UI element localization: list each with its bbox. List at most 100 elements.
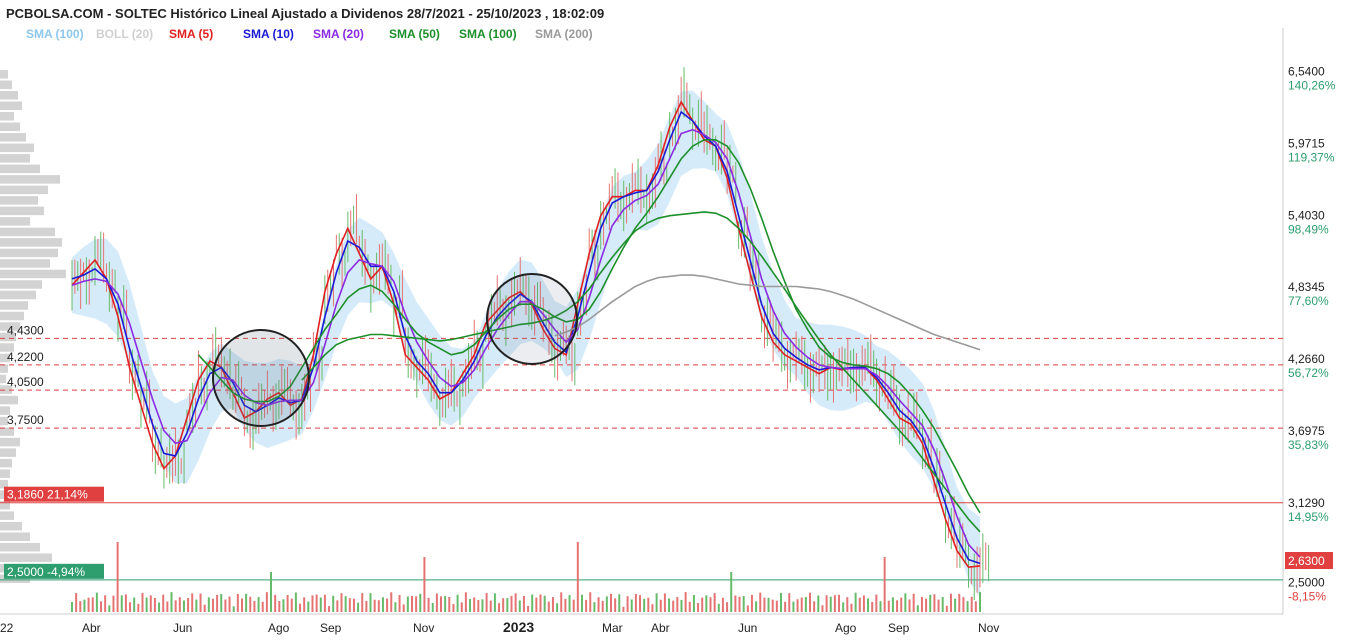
volume-profile-bar xyxy=(0,80,12,90)
volume-profile-bar xyxy=(0,175,60,184)
volume-profile-bar xyxy=(0,332,16,342)
chart-legend: SMA (100) BOLL (20) SMA (5) SMA (10) SMA (20… xyxy=(26,27,593,41)
volume-profile-bar xyxy=(0,406,10,415)
y-tick-pct: -8,15% xyxy=(1288,589,1326,603)
bollinger-band xyxy=(72,90,980,598)
level-label: 3,7500 xyxy=(7,413,44,427)
y-tick-value: 5,9715 xyxy=(1288,136,1325,150)
x-tick-label: 2023 xyxy=(503,619,534,635)
price-levels: 4,4300 4,2200 4,0500 3,7500 3,1860 21,14% 2,5… xyxy=(0,323,1283,581)
level-label: 2,5000 -4,94% xyxy=(7,565,85,579)
volume-profile-bar xyxy=(0,259,50,268)
x-tick-label: Sep xyxy=(320,621,342,635)
volume-profile-bar xyxy=(0,511,14,520)
x-tick-label: Abr xyxy=(82,621,101,635)
x-tick-label: Ago xyxy=(835,621,857,635)
series-line-sma50 xyxy=(197,139,981,514)
legend-item[interactable]: SMA (5) xyxy=(169,27,213,41)
volume-profile-bar xyxy=(0,112,14,121)
volume-profile-bar xyxy=(0,269,66,279)
series-line-sma200 xyxy=(554,274,981,351)
level-label-box xyxy=(4,486,104,502)
volume-profile-bar xyxy=(0,101,22,111)
volume-profile-bar xyxy=(0,448,16,457)
y-tick-value: 6,5400 xyxy=(1288,65,1325,79)
legend-item[interactable]: SMA (200) xyxy=(535,27,593,41)
y-tick-value: 2,5000 xyxy=(1288,575,1325,589)
level-label-box xyxy=(4,563,104,579)
volume-profile-bar xyxy=(0,364,8,373)
x-tick-label: Ago xyxy=(268,621,290,635)
pattern-highlight-circle xyxy=(486,273,578,365)
volume-profile-bar xyxy=(0,521,22,531)
volume-profile-bar xyxy=(0,196,38,205)
volume-profile-bar xyxy=(0,458,12,468)
y-tick-pct: 35,83% xyxy=(1288,438,1329,452)
last-price-tag: 2,6300 xyxy=(1285,552,1333,569)
volume-profile xyxy=(0,70,66,583)
y-tick-pct: 56,72% xyxy=(1288,366,1329,380)
legend-item[interactable]: SMA (10) xyxy=(243,27,294,41)
volume-profile-bar xyxy=(0,322,20,331)
volume-profile-bar xyxy=(0,122,20,132)
volume-profile-bar xyxy=(0,227,55,237)
y-tick-value: 5,4030 xyxy=(1288,208,1325,222)
x-tick-label: Abr xyxy=(651,621,670,635)
series-line-sma20 xyxy=(71,128,981,558)
legend-item[interactable]: BOLL (20) xyxy=(96,27,153,41)
volume-profile-bar xyxy=(0,469,10,478)
level-label: 3,1860 21,14% xyxy=(7,488,88,502)
y-tick-value: 3,1290 xyxy=(1288,496,1325,510)
volume-profile-bar xyxy=(0,532,30,541)
x-tick-label: Sep xyxy=(888,621,910,635)
legend-item[interactable]: SMA (50) xyxy=(389,27,440,41)
y-tick-value: 3,6975 xyxy=(1288,424,1325,438)
x-tick-label: Jun xyxy=(173,621,192,635)
volume-profile-bar xyxy=(0,206,44,216)
volume-profile-bar xyxy=(0,490,6,499)
volume-profile-bar xyxy=(0,143,34,153)
volume-profile-bar xyxy=(0,185,48,195)
level-label: 4,2200 xyxy=(7,350,44,364)
volume-profile-bar xyxy=(0,164,40,174)
last-price-box xyxy=(1285,552,1333,569)
y-tick-pct: 140,26% xyxy=(1288,79,1336,93)
pattern-highlight-circle xyxy=(212,329,310,427)
volume-profile-bar xyxy=(0,542,40,552)
y-tick-pct: 77,60% xyxy=(1288,294,1329,308)
volume-profile-bar xyxy=(0,238,62,247)
volume-profile-bar xyxy=(0,385,12,394)
volume-profile-bar xyxy=(0,290,36,300)
x-tick-label: Jun xyxy=(738,621,757,635)
y-tick-value: 4,8345 xyxy=(1288,280,1325,294)
volume-profile-bar xyxy=(0,437,20,447)
legend-item[interactable]: SMA (100) xyxy=(26,27,84,41)
y-tick-pct: 119,37% xyxy=(1288,150,1335,164)
last-price-value: 2,6300 xyxy=(1288,554,1325,568)
volume-profile-bar xyxy=(0,343,14,352)
x-tick-label: Nov xyxy=(978,621,999,635)
y-tick-value: 4,2660 xyxy=(1288,352,1325,366)
volume-profile-bar xyxy=(0,217,30,226)
legend-item[interactable]: SMA (20) xyxy=(313,27,364,41)
volume-profile-bar xyxy=(0,427,14,436)
x-tick-label: 22 xyxy=(0,621,14,635)
volume-profile-bar xyxy=(0,280,42,289)
y-tick-pct: 98,49% xyxy=(1288,222,1329,236)
volume-profile-bar xyxy=(0,479,8,489)
volume-profile-bar xyxy=(0,374,6,384)
volume-profile-bar xyxy=(0,395,18,405)
volume-profile-bar xyxy=(0,353,10,363)
x-axis-labels: 22 Abr Jun Ago Sep Nov 2023 Mar Abr Jun Ago Sep Nov xyxy=(0,619,999,635)
volume-profile-bar xyxy=(0,301,28,310)
series-line-sma100 xyxy=(301,211,981,533)
volume-profile-bar xyxy=(0,70,8,79)
volume-profile-bar xyxy=(0,500,10,510)
x-tick-label: Nov xyxy=(413,621,434,635)
volume-profile-bar xyxy=(0,553,52,562)
volume-bars xyxy=(71,542,981,612)
legend-item[interactable]: SMA (100) xyxy=(459,27,517,41)
level-label: 4,0500 xyxy=(7,375,44,389)
